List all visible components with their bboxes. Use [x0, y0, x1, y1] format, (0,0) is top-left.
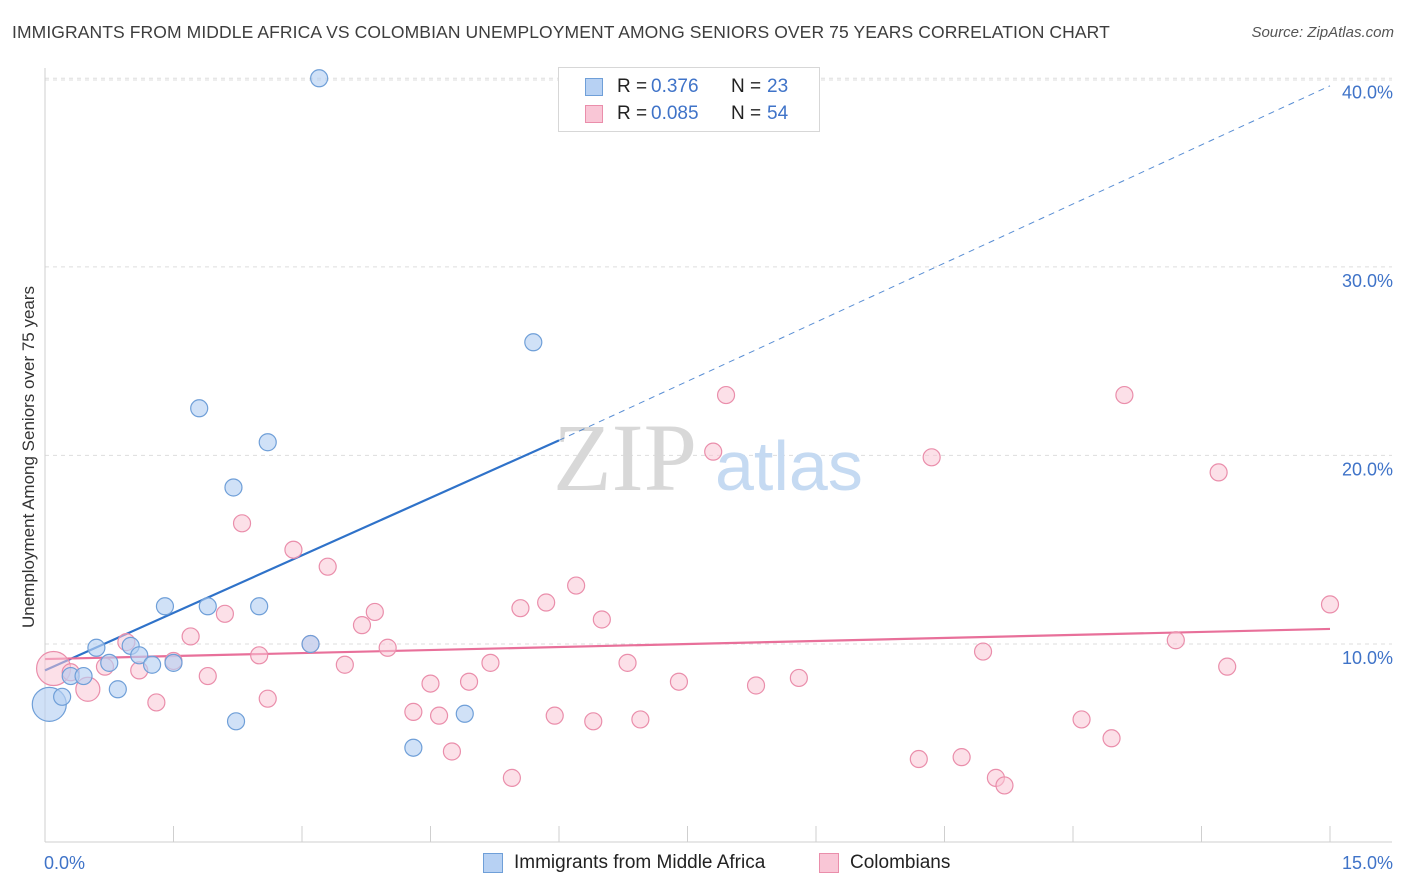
- colombians-point: [1115, 385, 1134, 405]
- bottom-legend-label: Immigrants from Middle Africa: [514, 852, 766, 873]
- y-tick-label: 30.0%: [1342, 271, 1393, 291]
- bottom-legend-swatch-blue: [483, 853, 503, 873]
- middle-africa-point: [87, 638, 106, 657]
- colombians-point: [335, 655, 354, 674]
- colombians-point: [404, 702, 423, 721]
- middle-africa-point: [224, 478, 243, 497]
- legend-swatch-pink: [585, 105, 603, 123]
- watermark-atlas: atlas: [715, 427, 863, 505]
- stats-legend: R = 0.376 N = 23 R = 0.085 N = 54: [558, 67, 820, 132]
- middle-africa-point: [250, 597, 269, 616]
- legend-n-label: N =: [731, 76, 762, 97]
- colombians-point: [1166, 631, 1185, 650]
- colombians-point: [592, 610, 611, 629]
- watermark: ZIP atlas: [553, 404, 863, 511]
- middle-africa-point: [524, 333, 543, 352]
- data-points: [31, 69, 1340, 795]
- colombians-point: [1320, 595, 1340, 614]
- middle-africa-point: [190, 399, 209, 418]
- colombians-point: [318, 557, 337, 576]
- colombians-point: [481, 653, 500, 672]
- colombians-point: [215, 604, 234, 623]
- colombians-point: [511, 599, 530, 618]
- legend-swatch-blue: [585, 78, 603, 96]
- colombians-point: [181, 627, 200, 646]
- legend-r-value: 0.085: [651, 103, 699, 124]
- watermark-zip: ZIP: [553, 404, 697, 511]
- legend-r-label: R =: [617, 103, 648, 124]
- colombians-point: [567, 576, 586, 595]
- colombians-point: [258, 689, 277, 708]
- colombians-point: [789, 668, 808, 688]
- colombians-point: [631, 710, 650, 729]
- chart-title: IMMIGRANTS FROM MIDDLE AFRICA VS COLOMBI…: [12, 22, 1110, 42]
- colombians-point: [442, 742, 462, 761]
- colombians-point: [421, 674, 440, 693]
- middle-africa-point: [164, 653, 183, 672]
- middle-africa-point: [404, 738, 423, 757]
- y-tick-label: 40.0%: [1342, 82, 1393, 102]
- x-tick-label: 15.0%: [1342, 853, 1393, 873]
- colombians-point: [250, 646, 269, 665]
- middle-africa-point: [455, 704, 474, 723]
- colombians-point: [537, 593, 556, 612]
- colombians-point: [922, 448, 941, 467]
- middle-africa-point: [155, 597, 175, 616]
- colombians-point: [147, 693, 166, 712]
- middle-africa-trend-line: [44, 439, 560, 672]
- colombians-point: [365, 602, 384, 622]
- colombians-point: [618, 653, 637, 672]
- middle-africa-point: [198, 597, 217, 616]
- source-credit: Source: ZipAtlas.com: [1251, 24, 1394, 41]
- colombians-point: [378, 638, 397, 657]
- middle-africa-point: [74, 666, 93, 686]
- colombians-point: [459, 672, 479, 691]
- colombians-point: [704, 442, 723, 461]
- y-tick-label: 20.0%: [1342, 459, 1393, 479]
- colombians-point: [1072, 710, 1091, 729]
- legend-r-label: R =: [617, 76, 648, 97]
- colombians-point: [909, 749, 928, 769]
- colombians-point: [198, 666, 217, 686]
- legend-n-label: N =: [731, 103, 762, 124]
- legend-n-value: 54: [767, 103, 789, 124]
- colombians-point: [545, 706, 564, 725]
- middle-africa-point: [53, 687, 72, 706]
- colombians-point: [284, 540, 303, 559]
- colombians-point: [502, 768, 521, 787]
- middle-africa-point: [142, 655, 162, 674]
- y-axis-label: Unemployment Among Seniors over 75 years: [19, 286, 38, 628]
- middle-africa-point: [226, 712, 246, 731]
- colombians-point: [973, 642, 993, 661]
- trend-lines: [44, 85, 1331, 672]
- middle-africa-trend-extension: [558, 85, 1331, 441]
- grid-layer: [45, 77, 1392, 645]
- colombians-point: [669, 672, 689, 691]
- colombians-point: [1209, 463, 1228, 482]
- middle-africa-point: [310, 69, 329, 88]
- colombians-point: [716, 385, 736, 405]
- colombians-point: [352, 616, 372, 635]
- bottom-legend-label: Colombians: [850, 852, 951, 873]
- colombians-point: [1102, 729, 1121, 748]
- colombians-point: [1218, 657, 1237, 676]
- legend-n-value: 23: [767, 76, 789, 97]
- middle-africa-point: [130, 646, 149, 665]
- middle-africa-point: [301, 634, 320, 654]
- middle-africa-point: [258, 433, 277, 452]
- colombians-point: [995, 776, 1014, 795]
- middle-africa-point: [108, 680, 127, 699]
- colombians-point: [584, 712, 603, 731]
- y-tick-label: 10.0%: [1342, 648, 1393, 668]
- colombians-point: [952, 748, 971, 767]
- colombians-point: [232, 514, 252, 533]
- middle-africa-point: [100, 653, 119, 672]
- legend-r-value: 0.376: [651, 76, 699, 97]
- colombians-point: [746, 676, 766, 695]
- x-tick-label: 0.0%: [44, 853, 85, 873]
- bottom-legend-swatch-pink: [819, 853, 839, 873]
- colombians-point: [429, 706, 449, 725]
